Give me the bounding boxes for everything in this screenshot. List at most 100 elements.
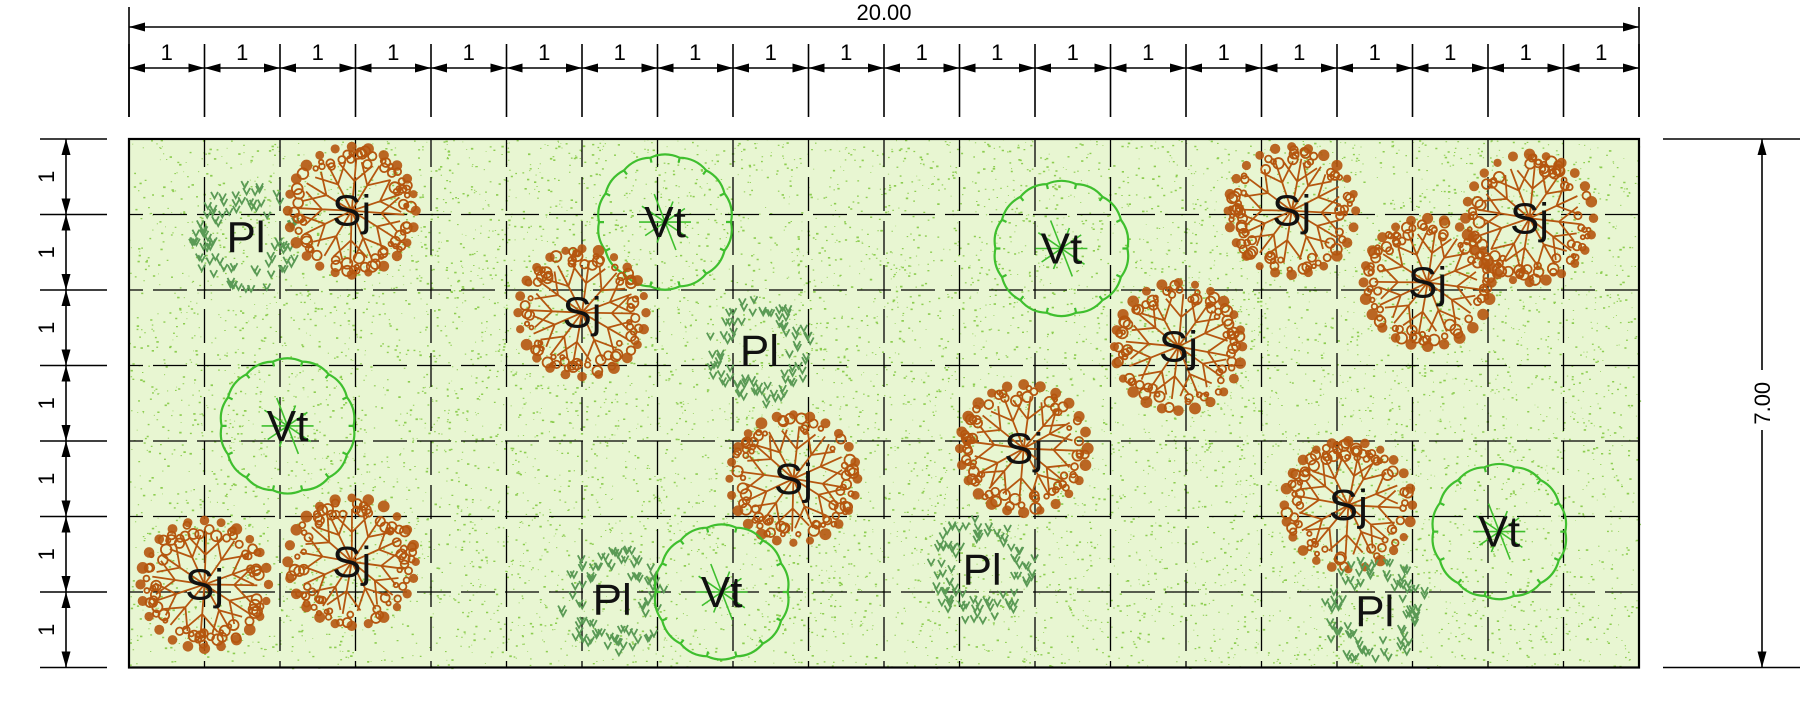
canopy-lobe xyxy=(1467,232,1479,243)
groundcover-leaf xyxy=(738,297,747,307)
canopy-lobe xyxy=(363,619,373,629)
shrub-outline-icon xyxy=(1431,462,1568,601)
canopy-lobe xyxy=(1556,157,1567,168)
canopy-lobe xyxy=(216,641,226,652)
canopy-lobe xyxy=(255,547,265,558)
plant-label: Vt xyxy=(701,568,743,617)
canopy-lobe xyxy=(1540,274,1552,286)
canopy-lobe xyxy=(290,524,303,536)
dimension-arrowhead xyxy=(868,63,884,73)
groundcover-leaf xyxy=(1365,568,1375,577)
canopy-blob xyxy=(603,350,614,361)
groundcover-leaf xyxy=(725,364,735,373)
column-dimension-label: 1 xyxy=(387,40,399,65)
canopy-lobe xyxy=(314,611,326,623)
canopy-blob xyxy=(751,516,759,524)
canopy-blob xyxy=(1313,550,1321,557)
column-dimension-label: 1 xyxy=(765,40,777,65)
canopy-blob xyxy=(1234,207,1244,216)
row-dimension-label: 1 xyxy=(34,397,59,409)
canopy-blob xyxy=(1066,424,1073,432)
groundcover-leaf xyxy=(643,596,653,606)
canopy-lobe xyxy=(727,457,737,467)
canopy-lobe xyxy=(1079,459,1092,471)
canopy-lobe xyxy=(1405,483,1416,494)
groundcover-leaf xyxy=(1341,576,1350,586)
groundcover-leaf xyxy=(611,634,620,644)
canopy-lobe xyxy=(1189,402,1201,415)
dimension-arrowhead xyxy=(1412,63,1429,73)
canopy-lobe xyxy=(1229,310,1239,320)
canopy-lobe xyxy=(262,596,271,606)
canopy-lobe xyxy=(1235,325,1245,335)
canopy-blob xyxy=(1522,264,1533,275)
canopy-blob xyxy=(210,529,223,543)
canopy-blob xyxy=(1548,169,1558,179)
dimension-arrowhead xyxy=(339,63,356,73)
canopy-blob xyxy=(1324,237,1336,249)
groundcover-leaf xyxy=(632,554,641,564)
column-dimension-label: 1 xyxy=(1218,40,1230,65)
groundcover-leaf xyxy=(1400,565,1409,575)
groundcover-leaf xyxy=(736,388,745,397)
canopy-lobe xyxy=(255,611,265,621)
plant-label: Sj xyxy=(332,187,371,236)
canopy-blob xyxy=(1464,314,1474,324)
dimension-arrowhead xyxy=(415,63,431,73)
plant-sj: Sj xyxy=(1279,435,1418,574)
plant-pl: Pl xyxy=(557,545,669,658)
plant-label: Pl xyxy=(963,545,1002,594)
canopy-lobe xyxy=(1064,489,1074,499)
groundcover-leaf xyxy=(255,185,264,195)
canopy-lobe xyxy=(230,523,243,535)
canopy-lobe xyxy=(1483,293,1496,306)
shrub-stems xyxy=(1035,220,1088,277)
groundcover-leaf xyxy=(256,199,266,208)
canopy-lobe xyxy=(592,245,605,257)
canopy-blob xyxy=(1467,206,1478,217)
canopy-blob xyxy=(342,149,353,160)
groundcover-leaf xyxy=(1420,591,1429,601)
canopy-lobe xyxy=(1231,238,1241,248)
canopy-lobe xyxy=(545,363,555,373)
groundcover-leaf xyxy=(998,590,1008,600)
canopy-blob xyxy=(1227,342,1239,355)
groundcover-leaf xyxy=(1356,578,1365,588)
plant-pl: Pl xyxy=(926,514,1039,626)
dimension-arrowhead xyxy=(1321,63,1337,73)
groundcover-leaf xyxy=(1403,585,1412,595)
groundcover-leaf xyxy=(786,377,796,387)
dimension-arrowhead xyxy=(61,214,71,231)
canopy-blob xyxy=(840,461,849,470)
canopy-lobe xyxy=(1219,387,1229,397)
groundcover-leaf xyxy=(945,577,954,587)
groundcover-leaf xyxy=(579,633,588,643)
dimension-arrowhead xyxy=(61,274,71,290)
groundcover-leaf xyxy=(1398,581,1408,590)
canopy-blob xyxy=(1571,240,1583,252)
groundcover-leaf xyxy=(246,284,256,294)
shrub-stems xyxy=(695,563,748,621)
column-dimension-label: 1 xyxy=(1369,40,1381,65)
canopy-lobe xyxy=(1234,357,1246,369)
groundcover-leaf xyxy=(1404,609,1414,619)
canopy-lobe xyxy=(1224,188,1236,200)
plant-label: Sj xyxy=(1408,258,1447,307)
plant-label: Sj xyxy=(185,560,224,609)
row-dimension-label: 1 xyxy=(34,624,59,636)
dimension-arrowhead xyxy=(1757,139,1767,155)
groundcover-leaf xyxy=(237,196,247,206)
canopy-blob xyxy=(142,574,151,583)
row-dimension-label: 1 xyxy=(34,473,59,485)
dimension-arrowhead xyxy=(61,139,71,155)
dimension-arrowhead xyxy=(61,651,71,668)
groundcover-leaf xyxy=(1003,524,1012,534)
groundcover-leaf xyxy=(729,327,738,337)
canopy-lobe xyxy=(402,238,412,248)
groundcover-leaf xyxy=(785,350,794,359)
groundcover-leaf xyxy=(645,633,654,643)
canopy-lobe xyxy=(1580,245,1590,255)
groundcover-leaf xyxy=(198,224,208,234)
canopy-lobe xyxy=(532,262,542,272)
